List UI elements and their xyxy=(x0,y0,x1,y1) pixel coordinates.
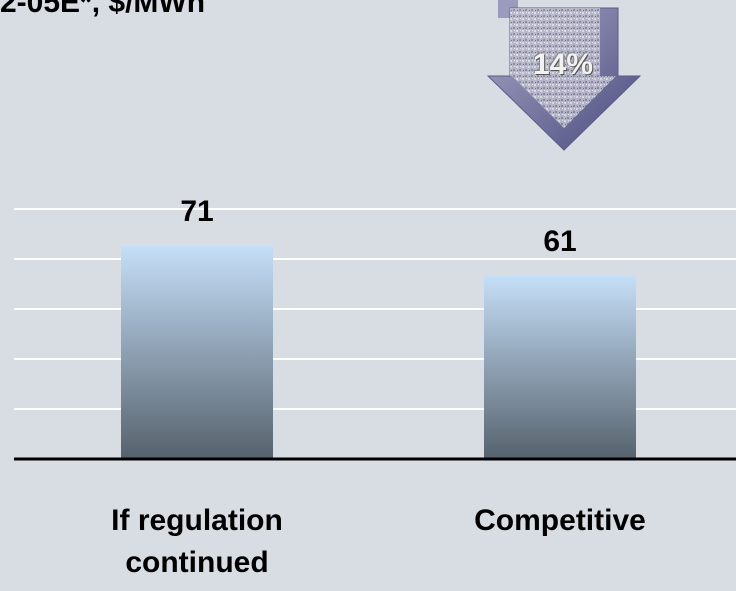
decrease-arrow: 14% xyxy=(450,0,670,156)
down-arrow-icon xyxy=(486,0,642,151)
data-labels: 71 61 xyxy=(180,195,576,258)
chart-title: 2-05E*, $/MWh xyxy=(0,0,206,19)
bars xyxy=(121,246,636,459)
data-label: 61 xyxy=(543,225,576,258)
bar xyxy=(121,246,273,459)
category-label: Competitive xyxy=(474,504,646,537)
data-label: 71 xyxy=(180,195,213,228)
change-label: 14% xyxy=(532,48,594,81)
category-label: If regulation continued xyxy=(111,504,283,579)
bar xyxy=(484,276,636,459)
